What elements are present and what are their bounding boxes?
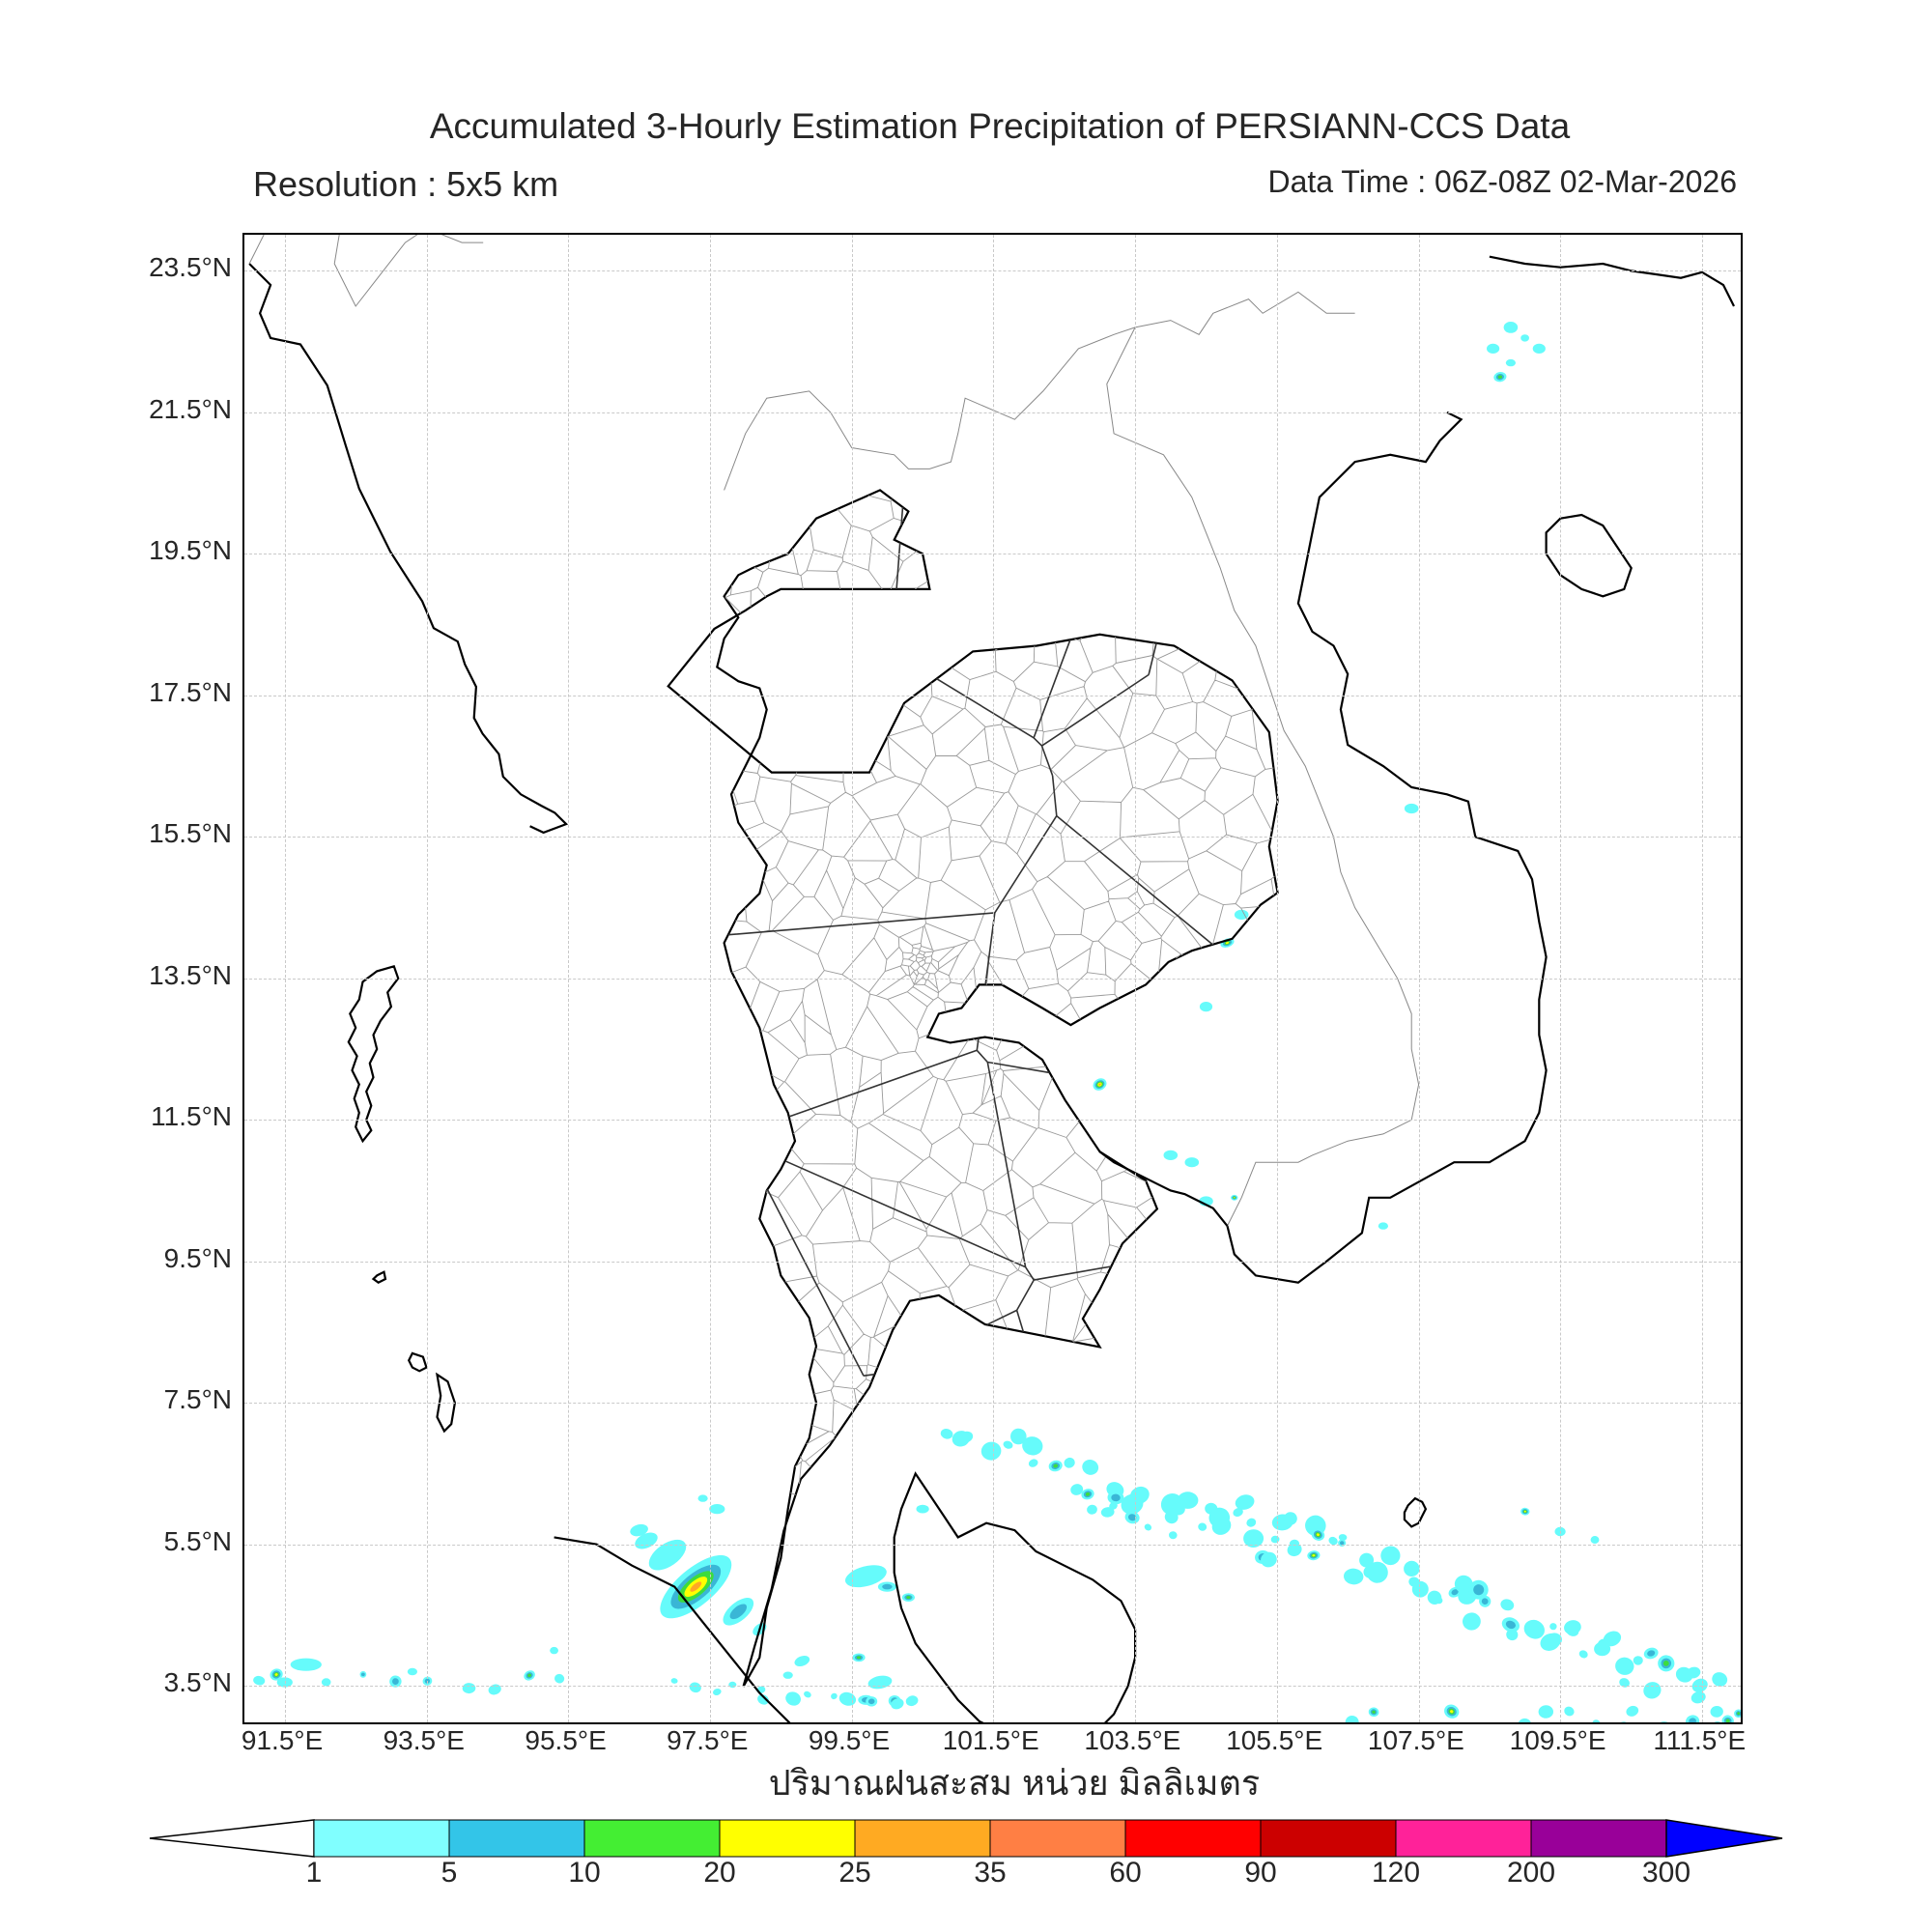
svg-text:90: 90 (1244, 1857, 1276, 1889)
svg-text:20: 20 (703, 1857, 735, 1889)
svg-text:200: 200 (1507, 1857, 1555, 1889)
svg-text:120: 120 (1372, 1857, 1420, 1889)
svg-text:10: 10 (568, 1857, 600, 1889)
svg-text:25: 25 (838, 1857, 870, 1889)
svg-text:5: 5 (441, 1857, 458, 1889)
svg-text:35: 35 (974, 1857, 1006, 1889)
svg-text:1: 1 (306, 1857, 323, 1889)
svg-text:300: 300 (1642, 1857, 1690, 1889)
svg-text:60: 60 (1109, 1857, 1141, 1889)
